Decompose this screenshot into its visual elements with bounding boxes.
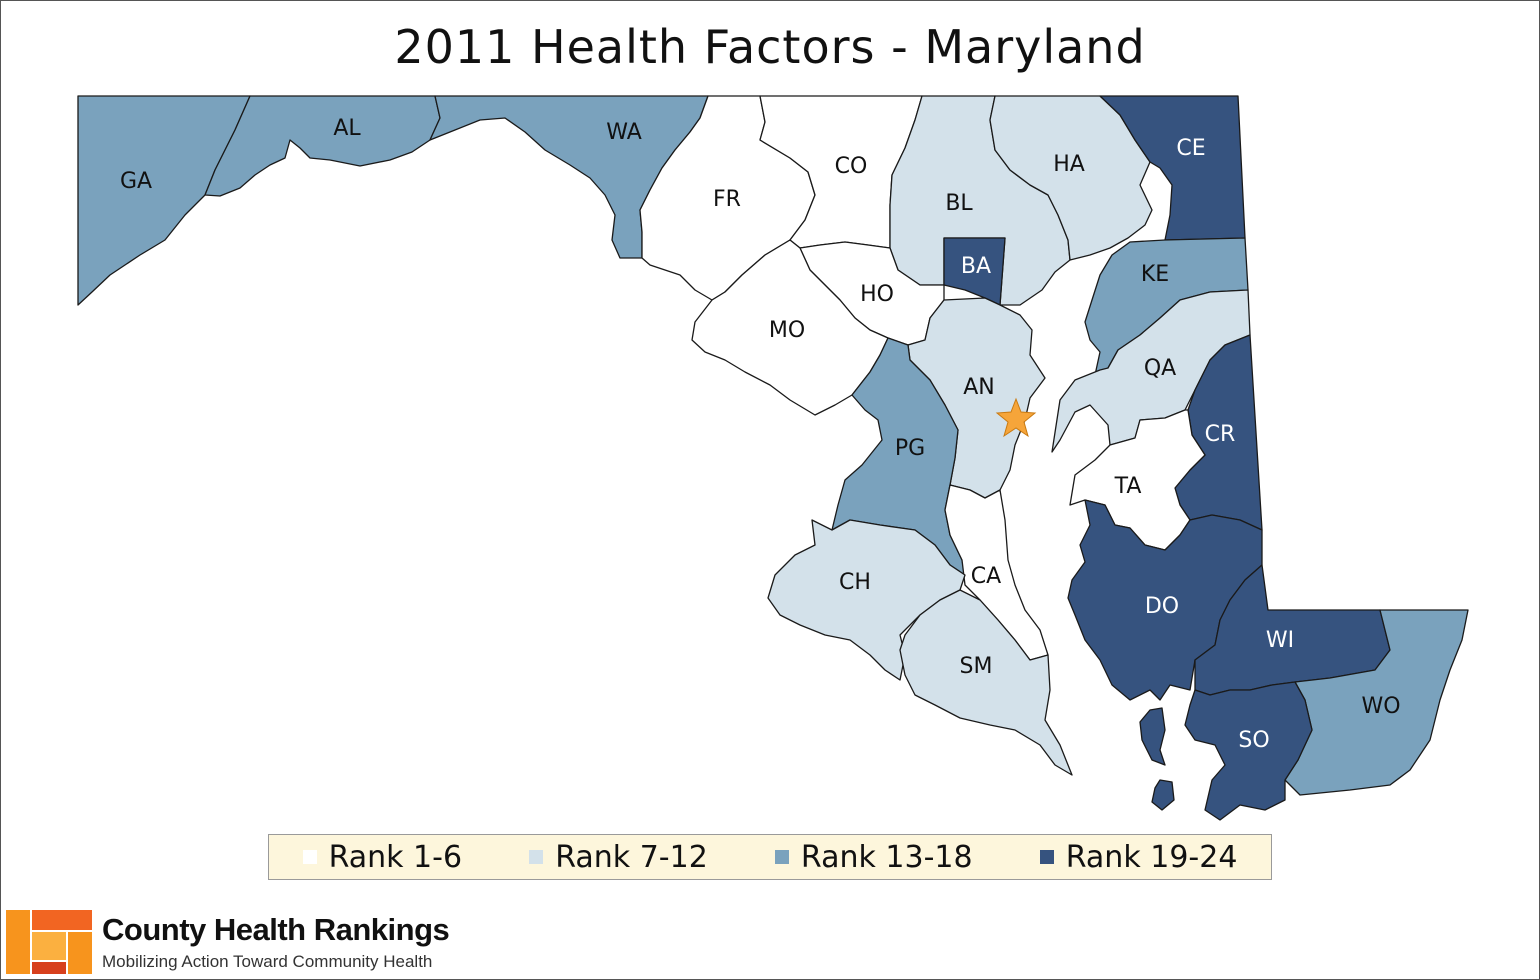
label-ch: CH: [839, 570, 871, 595]
label-so: SO: [1238, 728, 1269, 753]
label-ho: HO: [860, 282, 894, 307]
legend-item: Rank 7-12: [529, 840, 708, 875]
label-sm: SM: [960, 654, 993, 679]
label-fr: FR: [713, 187, 741, 212]
legend-item: Rank 19-24: [1039, 839, 1238, 875]
label-ke: KE: [1141, 262, 1169, 287]
county-al[interactable]: [204, 95, 441, 197]
legend-label: Rank 19-24: [1065, 839, 1238, 875]
label-wi: WI: [1266, 628, 1294, 653]
label-co: CO: [835, 154, 868, 179]
legend-swatch: [1039, 850, 1054, 864]
label-ga: GA: [120, 169, 152, 194]
label-bl: BL: [945, 191, 973, 216]
label-al: AL: [333, 116, 361, 141]
county-sm[interactable]: [899, 589, 1073, 776]
label-ta: TA: [1114, 474, 1142, 499]
legend-item: Rank 13-18: [774, 839, 973, 875]
label-cr: CR: [1205, 422, 1236, 447]
legend-label: Rank 7-12: [555, 839, 708, 875]
county-health-rankings-logo: [6, 910, 92, 974]
legend-swatch: [302, 850, 317, 864]
legend-item: Rank 1-6: [302, 839, 463, 875]
label-mo: MO: [769, 318, 805, 343]
county-ce[interactable]: [1099, 95, 1246, 241]
county-wo[interactable]: [1284, 609, 1469, 796]
label-an: AN: [963, 375, 995, 400]
county-ga[interactable]: [77, 95, 251, 306]
brand-name: County Health Rankings: [102, 912, 450, 947]
map-title: 2011 Health Factors - Maryland: [394, 20, 1146, 74]
brand-tagline: Mobilizing Action Toward Community Healt…: [102, 952, 433, 971]
label-wa: WA: [606, 120, 642, 145]
label-ba: BA: [961, 254, 991, 279]
label-do: DO: [1145, 594, 1179, 619]
label-qa: QA: [1144, 356, 1176, 381]
label-pg: PG: [895, 436, 925, 461]
label-ce: CE: [1176, 136, 1205, 161]
county-ch[interactable]: [767, 519, 966, 681]
label-ha: HA: [1053, 152, 1085, 177]
legend: Rank 1-6 Rank 7-12 Rank 13-18 Rank 19-24: [268, 834, 1272, 880]
legend-swatch: [529, 850, 544, 864]
legend-label: Rank 13-18: [800, 839, 973, 875]
county-so[interactable]: [1184, 681, 1313, 821]
legend-label: Rank 1-6: [328, 839, 463, 875]
star-icon: [995, 397, 1037, 438]
legend-swatch: [774, 850, 789, 864]
county-do-island[interactable]: [1139, 707, 1166, 766]
label-wo: WO: [1361, 694, 1400, 719]
label-ca: CA: [971, 564, 1001, 589]
county-so-island[interactable]: [1151, 779, 1175, 811]
